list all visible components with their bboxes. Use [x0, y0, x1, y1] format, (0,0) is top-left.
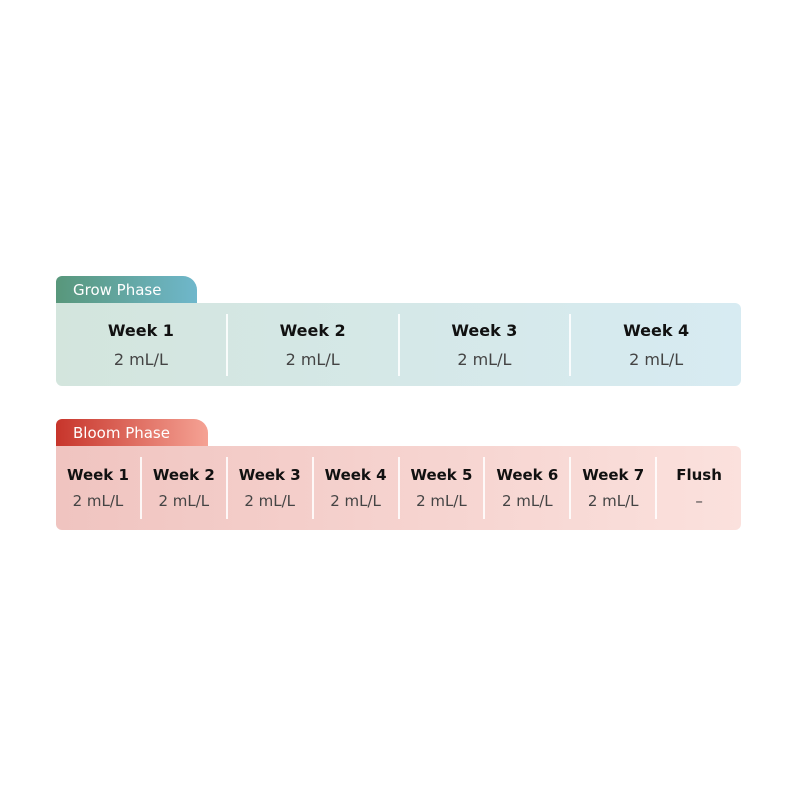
dose-value: 2 mL/L [457, 349, 512, 369]
dose-value: 2 mL/L [416, 492, 467, 510]
bloom-phase-schedule: Week 1 2 mL/L Week 2 2 mL/L Week 3 2 mL/L W… [56, 446, 741, 530]
dose-value: 2 mL/L [285, 349, 340, 369]
dose-value: 2 mL/L [72, 492, 124, 510]
week-label: Week 1 [107, 320, 174, 340]
dose-value: 2 mL/L [629, 349, 684, 369]
grow-phase-tab: Grow Phase [56, 276, 197, 303]
bloom-week-cell: Week 7 2 mL/L [569, 457, 655, 519]
bloom-week-cell: Week 6 2 mL/L [483, 457, 569, 519]
bloom-phase-tab: Bloom Phase [56, 419, 208, 446]
bloom-week-cell: Week 5 2 mL/L [397, 457, 484, 519]
week-label: Week 5 [410, 466, 473, 484]
week-label: Week 3 [238, 466, 301, 484]
bloom-week-cell: Week 2 2 mL/L [139, 457, 226, 519]
week-label: Week 4 [623, 320, 690, 340]
dose-value: 2 mL/L [501, 492, 553, 510]
week-label: Week 2 [279, 320, 346, 340]
week-label: Week 6 [496, 466, 559, 484]
week-label: Week 3 [451, 320, 518, 340]
dose-value: 2 mL/L [587, 492, 639, 510]
bloom-flush-cell: Flush – [655, 457, 741, 519]
week-label: Flush [676, 466, 722, 484]
grow-week-cell: Week 3 2 mL/L [397, 313, 570, 376]
grow-week-cell: Week 2 2 mL/L [225, 313, 398, 376]
bloom-week-cell: Week 1 2 mL/L [56, 457, 140, 519]
grow-phase-schedule: Week 1 2 mL/L Week 2 2 mL/L Week 3 2 mL/L W… [56, 303, 741, 386]
dose-value: – [695, 492, 703, 510]
week-label: Week 1 [66, 466, 129, 484]
week-label: Week 7 [582, 466, 645, 484]
dose-value: 2 mL/L [244, 492, 296, 510]
week-label: Week 4 [324, 466, 387, 484]
dose-value: 2 mL/L [330, 492, 381, 510]
bloom-week-cell: Week 4 2 mL/L [311, 457, 398, 519]
dose-value: 2 mL/L [158, 492, 210, 510]
grow-week-cell: Week 4 2 mL/L [569, 313, 741, 376]
week-label: Week 2 [152, 466, 215, 484]
grow-week-cell: Week 1 2 mL/L [56, 314, 226, 376]
dose-value: 2 mL/L [113, 349, 168, 369]
bloom-week-cell: Week 3 2 mL/L [225, 457, 312, 519]
